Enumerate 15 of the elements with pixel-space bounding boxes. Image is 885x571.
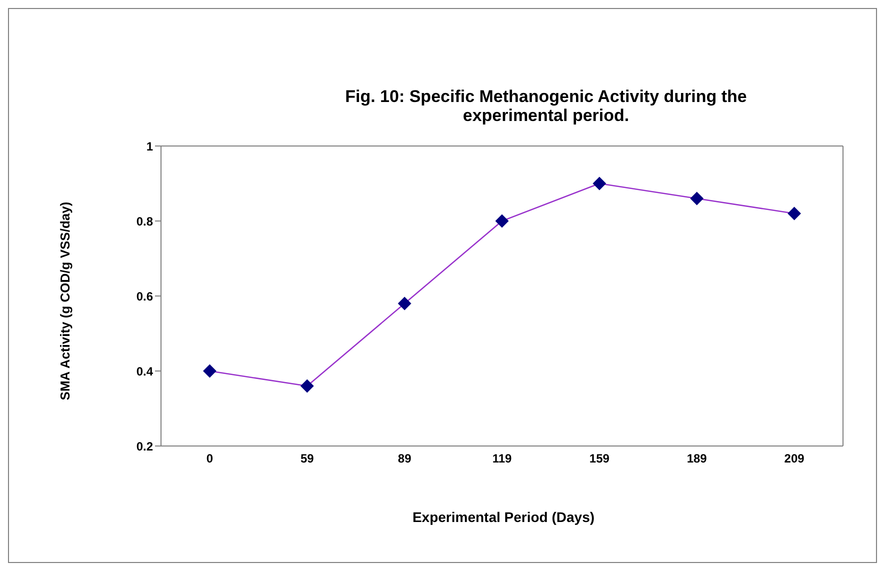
- x-tick-label: 89: [398, 452, 412, 466]
- x-axis-title: Experimental Period (Days): [411, 509, 596, 525]
- x-tick-label: 59: [300, 452, 314, 466]
- x-tick-label: 189: [686, 452, 708, 466]
- y-tick-label: 0.6: [136, 289, 154, 304]
- x-tick-label: 209: [784, 452, 805, 466]
- y-tick-label: 0.4: [136, 364, 154, 378]
- y-tick-label: 0.8: [136, 214, 154, 228]
- y-axis-title: SMA Activity (g COD/g VSS/day): [58, 202, 72, 400]
- x-tick-label: 119: [492, 452, 512, 466]
- x-tick-label: 159: [589, 452, 610, 466]
- y-tick-label: 0.2: [136, 439, 154, 454]
- y-tick-label: 1: [146, 139, 154, 154]
- chart-title: Fig. 10: Specific Methanogenic Activity during the experimental period.: [344, 87, 748, 125]
- x-tick-label: 0: [206, 452, 214, 466]
